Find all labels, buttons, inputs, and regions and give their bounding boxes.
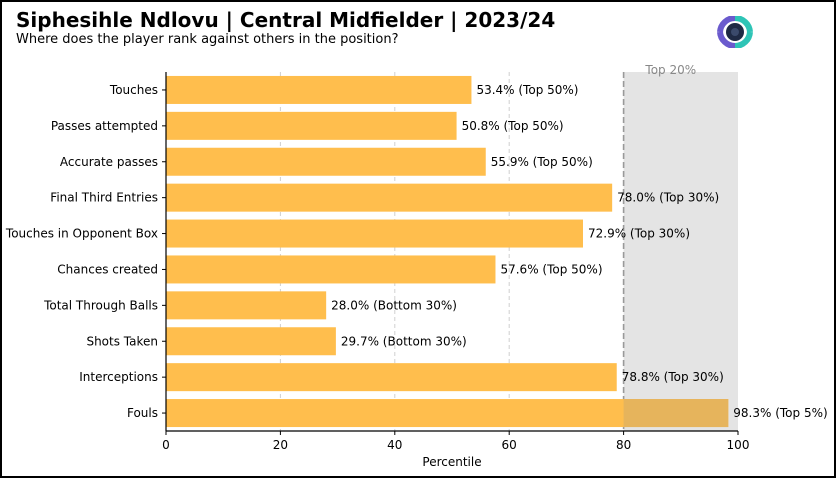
bar <box>166 147 486 176</box>
bar <box>166 291 327 320</box>
bar <box>166 327 336 356</box>
data-label: 72.9% (Top 30%) <box>588 227 690 241</box>
category-label: Accurate passes <box>60 155 158 169</box>
data-label: 29.7% (Bottom 30%) <box>341 334 467 348</box>
category-label: Total Through Balls <box>43 298 158 312</box>
x-tick-label: 40 <box>387 438 402 452</box>
bar <box>166 75 472 104</box>
category-label: Interceptions <box>79 370 158 384</box>
data-label: 78.0% (Top 30%) <box>617 191 719 205</box>
x-tick-label: 0 <box>162 438 170 452</box>
x-tick-label: 20 <box>273 438 288 452</box>
bar <box>166 255 496 284</box>
threshold-label: Top 20% <box>644 63 696 77</box>
football-club-logo-icon <box>717 16 753 48</box>
data-label: 98.3% (Top 5%) <box>733 406 827 420</box>
category-label: Shots Taken <box>86 334 158 348</box>
data-label: 50.8% (Top 50%) <box>462 119 564 133</box>
chart-subtitle: Where does the player rank against other… <box>16 32 399 47</box>
chart-title: Siphesihle Ndlovu | Central Midfielder |… <box>16 8 556 32</box>
x-tick-label: 60 <box>502 438 517 452</box>
category-label: Touches in Opponent Box <box>5 227 158 241</box>
data-label: 28.0% (Bottom 30%) <box>331 298 457 312</box>
category-label: Fouls <box>127 406 158 420</box>
bar <box>166 363 617 392</box>
threshold-region <box>623 72 738 431</box>
bar <box>166 111 457 140</box>
data-label: 57.6% (Top 50%) <box>500 262 602 276</box>
category-label: Chances created <box>57 262 158 276</box>
x-axis-label: Percentile <box>422 455 481 469</box>
category-label: Passes attempted <box>51 119 158 133</box>
category-label: Final Third Entries <box>50 191 158 205</box>
data-label: 55.9% (Top 50%) <box>491 155 593 169</box>
bar <box>166 183 613 212</box>
bar <box>166 219 583 248</box>
x-tick-label: 100 <box>727 438 750 452</box>
category-label: Touches <box>109 83 158 97</box>
x-tick-label: 80 <box>616 438 631 452</box>
data-label: 78.8% (Top 30%) <box>622 370 724 384</box>
data-label: 53.4% (Top 50%) <box>476 83 578 97</box>
bar-overlap <box>623 399 729 428</box>
